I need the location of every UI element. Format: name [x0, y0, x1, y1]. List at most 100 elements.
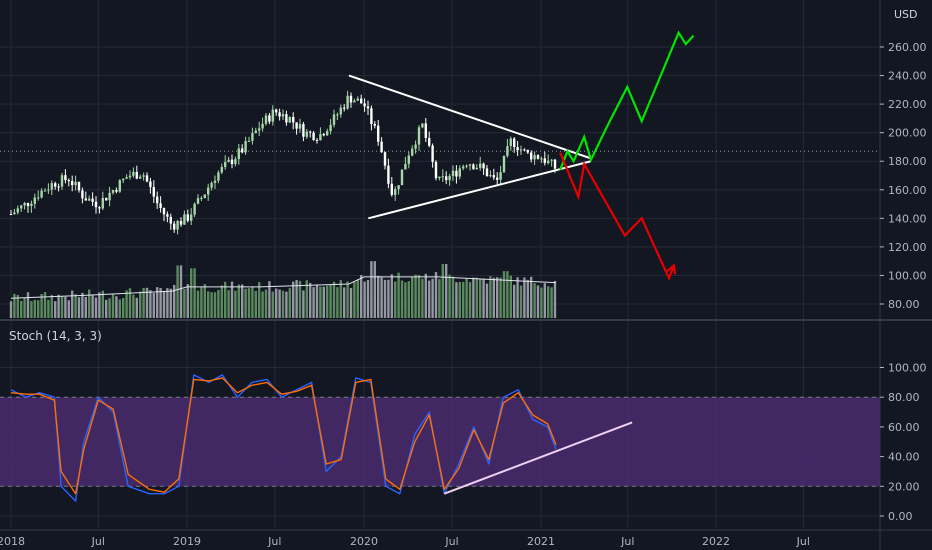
volume-bar: [536, 285, 540, 318]
candle-body: [142, 175, 145, 177]
candle-body: [30, 203, 33, 207]
currency-label[interactable]: USD: [894, 8, 918, 21]
candle-body: [26, 202, 30, 207]
volume-bar: [271, 291, 274, 318]
candle-body: [105, 197, 108, 201]
volume-bar: [312, 287, 315, 318]
candle-body: [173, 223, 176, 230]
volume-bar: [482, 278, 485, 318]
candle-body: [254, 130, 257, 133]
volume-bar: [353, 281, 356, 318]
candle-body: [251, 132, 254, 141]
volume-bar: [251, 286, 254, 318]
stoch-indicator-label[interactable]: Stoch (14, 3, 3): [9, 329, 102, 343]
volume-bar: [519, 285, 523, 318]
volume-bar: [261, 291, 264, 318]
candle-body: [411, 148, 414, 156]
candle-body: [400, 169, 404, 186]
candle-body: [540, 158, 543, 160]
stoch-d-line: [10, 377, 557, 495]
volume-bar: [254, 290, 257, 318]
candle-body: [543, 158, 546, 163]
triangle-lower-trendline[interactable]: [368, 160, 592, 220]
stoch-tick-label: 40.00: [888, 451, 920, 464]
stoch-support-trendline[interactable]: [443, 421, 633, 495]
candle-body: [506, 146, 509, 156]
bearish-projection-path[interactable]: [559, 152, 675, 282]
candle-body: [373, 123, 376, 126]
volume-bar: [275, 288, 278, 318]
volume-bar: [159, 287, 162, 318]
volume-bar: [445, 264, 448, 318]
volume-bar: [37, 300, 40, 318]
price-tick-label: 260.00: [888, 41, 927, 54]
candle-body: [271, 109, 274, 122]
candle-body: [47, 189, 50, 191]
candle-body: [343, 107, 346, 109]
time-tick-label: Jul: [620, 535, 634, 548]
candle-body: [502, 155, 506, 173]
candle-body: [213, 180, 217, 183]
volume-moving-average: [10, 276, 556, 299]
volume-bar: [547, 286, 550, 318]
volume-bar: [516, 277, 519, 318]
candle-body: [210, 182, 213, 188]
volume-bar: [383, 279, 387, 318]
volume-bar: [227, 290, 230, 318]
candle-body: [472, 164, 475, 170]
volume-bar: [77, 297, 81, 318]
candle-body: [179, 221, 183, 225]
candle-body: [278, 112, 281, 117]
volume-bar: [203, 284, 206, 318]
volume-bar: [455, 282, 458, 318]
candle-body: [526, 149, 529, 153]
candle-body: [74, 181, 77, 186]
volume-bar: [264, 289, 268, 318]
volume-bar: [190, 268, 193, 318]
volume-bar: [502, 271, 506, 318]
volume-bar: [550, 287, 553, 318]
volume-bar: [71, 290, 74, 318]
volume-bar: [346, 281, 349, 318]
volume-bar: [509, 275, 512, 318]
bullish-projection-path[interactable]: [559, 30, 695, 171]
candle-body: [241, 148, 244, 153]
candle-body: [431, 145, 434, 162]
volume-bar: [526, 279, 529, 318]
candle-body: [247, 140, 251, 142]
volume-bar: [462, 281, 465, 318]
candle-body: [16, 208, 19, 213]
triangle-upper-trendline[interactable]: [348, 74, 592, 160]
volume-bar: [60, 296, 64, 318]
volume-bar: [122, 297, 125, 318]
volume-bar: [57, 294, 60, 318]
candle-body: [115, 190, 118, 192]
volume-bar: [179, 265, 183, 318]
volume-bar: [533, 283, 536, 318]
volume-panel: [9, 261, 557, 318]
candle-body: [220, 166, 223, 173]
candle-body: [190, 214, 193, 221]
candle-body: [390, 183, 393, 195]
price-tick-label: 200.00: [888, 127, 927, 140]
volume-bar: [91, 295, 94, 318]
volume-bar: [84, 296, 87, 318]
candle-body: [302, 124, 305, 137]
candle-body: [424, 123, 427, 138]
volume-bar: [489, 276, 492, 318]
volume-bar: [434, 272, 438, 318]
volume-bar: [108, 298, 111, 318]
bearish-arrowhead[interactable]: [666, 263, 677, 275]
time-tick-label: 2021: [527, 535, 555, 548]
volume-bar: [166, 288, 169, 318]
candle-body: [237, 148, 240, 160]
drawings[interactable]: [348, 30, 695, 495]
volume-bar: [176, 265, 179, 318]
volume-bar: [196, 290, 200, 318]
candle-body: [428, 137, 431, 146]
volume-bar: [43, 292, 47, 318]
volume-bar: [193, 268, 196, 318]
price-tick-label: 160.00: [888, 184, 927, 197]
volume-bar: [543, 283, 546, 318]
